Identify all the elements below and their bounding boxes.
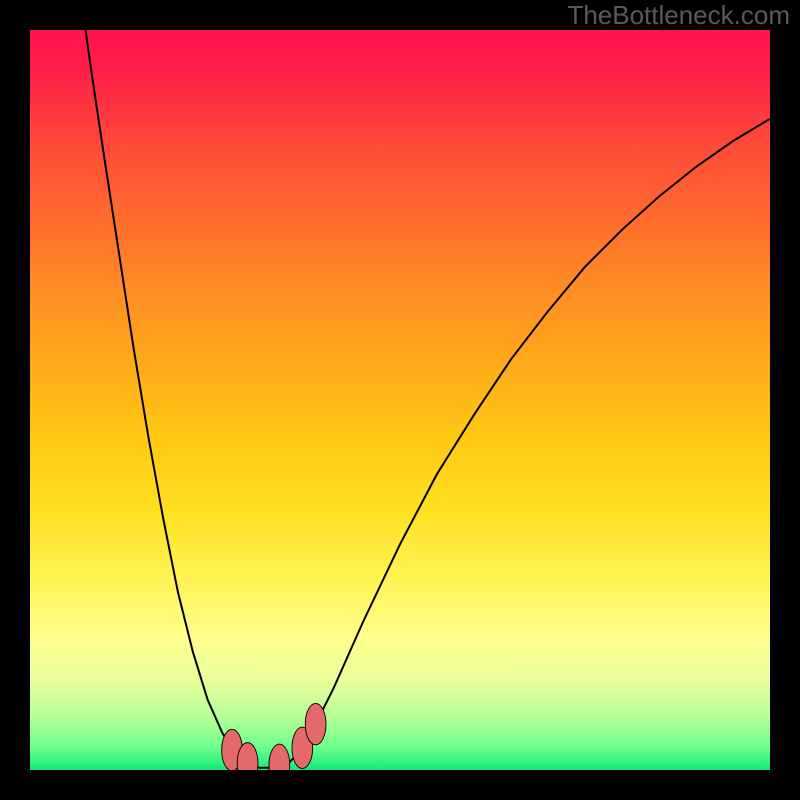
frame-bottom	[0, 770, 800, 800]
frame-left	[0, 0, 30, 800]
frame-right	[770, 0, 800, 800]
chart-canvas: TheBottleneck.com	[0, 0, 800, 800]
frame-top	[0, 0, 800, 30]
marker-point	[305, 703, 326, 744]
bottleneck-curve	[86, 30, 771, 768]
plot-area	[30, 30, 770, 770]
marker-point	[269, 744, 290, 770]
marker-group	[222, 703, 326, 770]
chart-svg	[30, 30, 770, 770]
